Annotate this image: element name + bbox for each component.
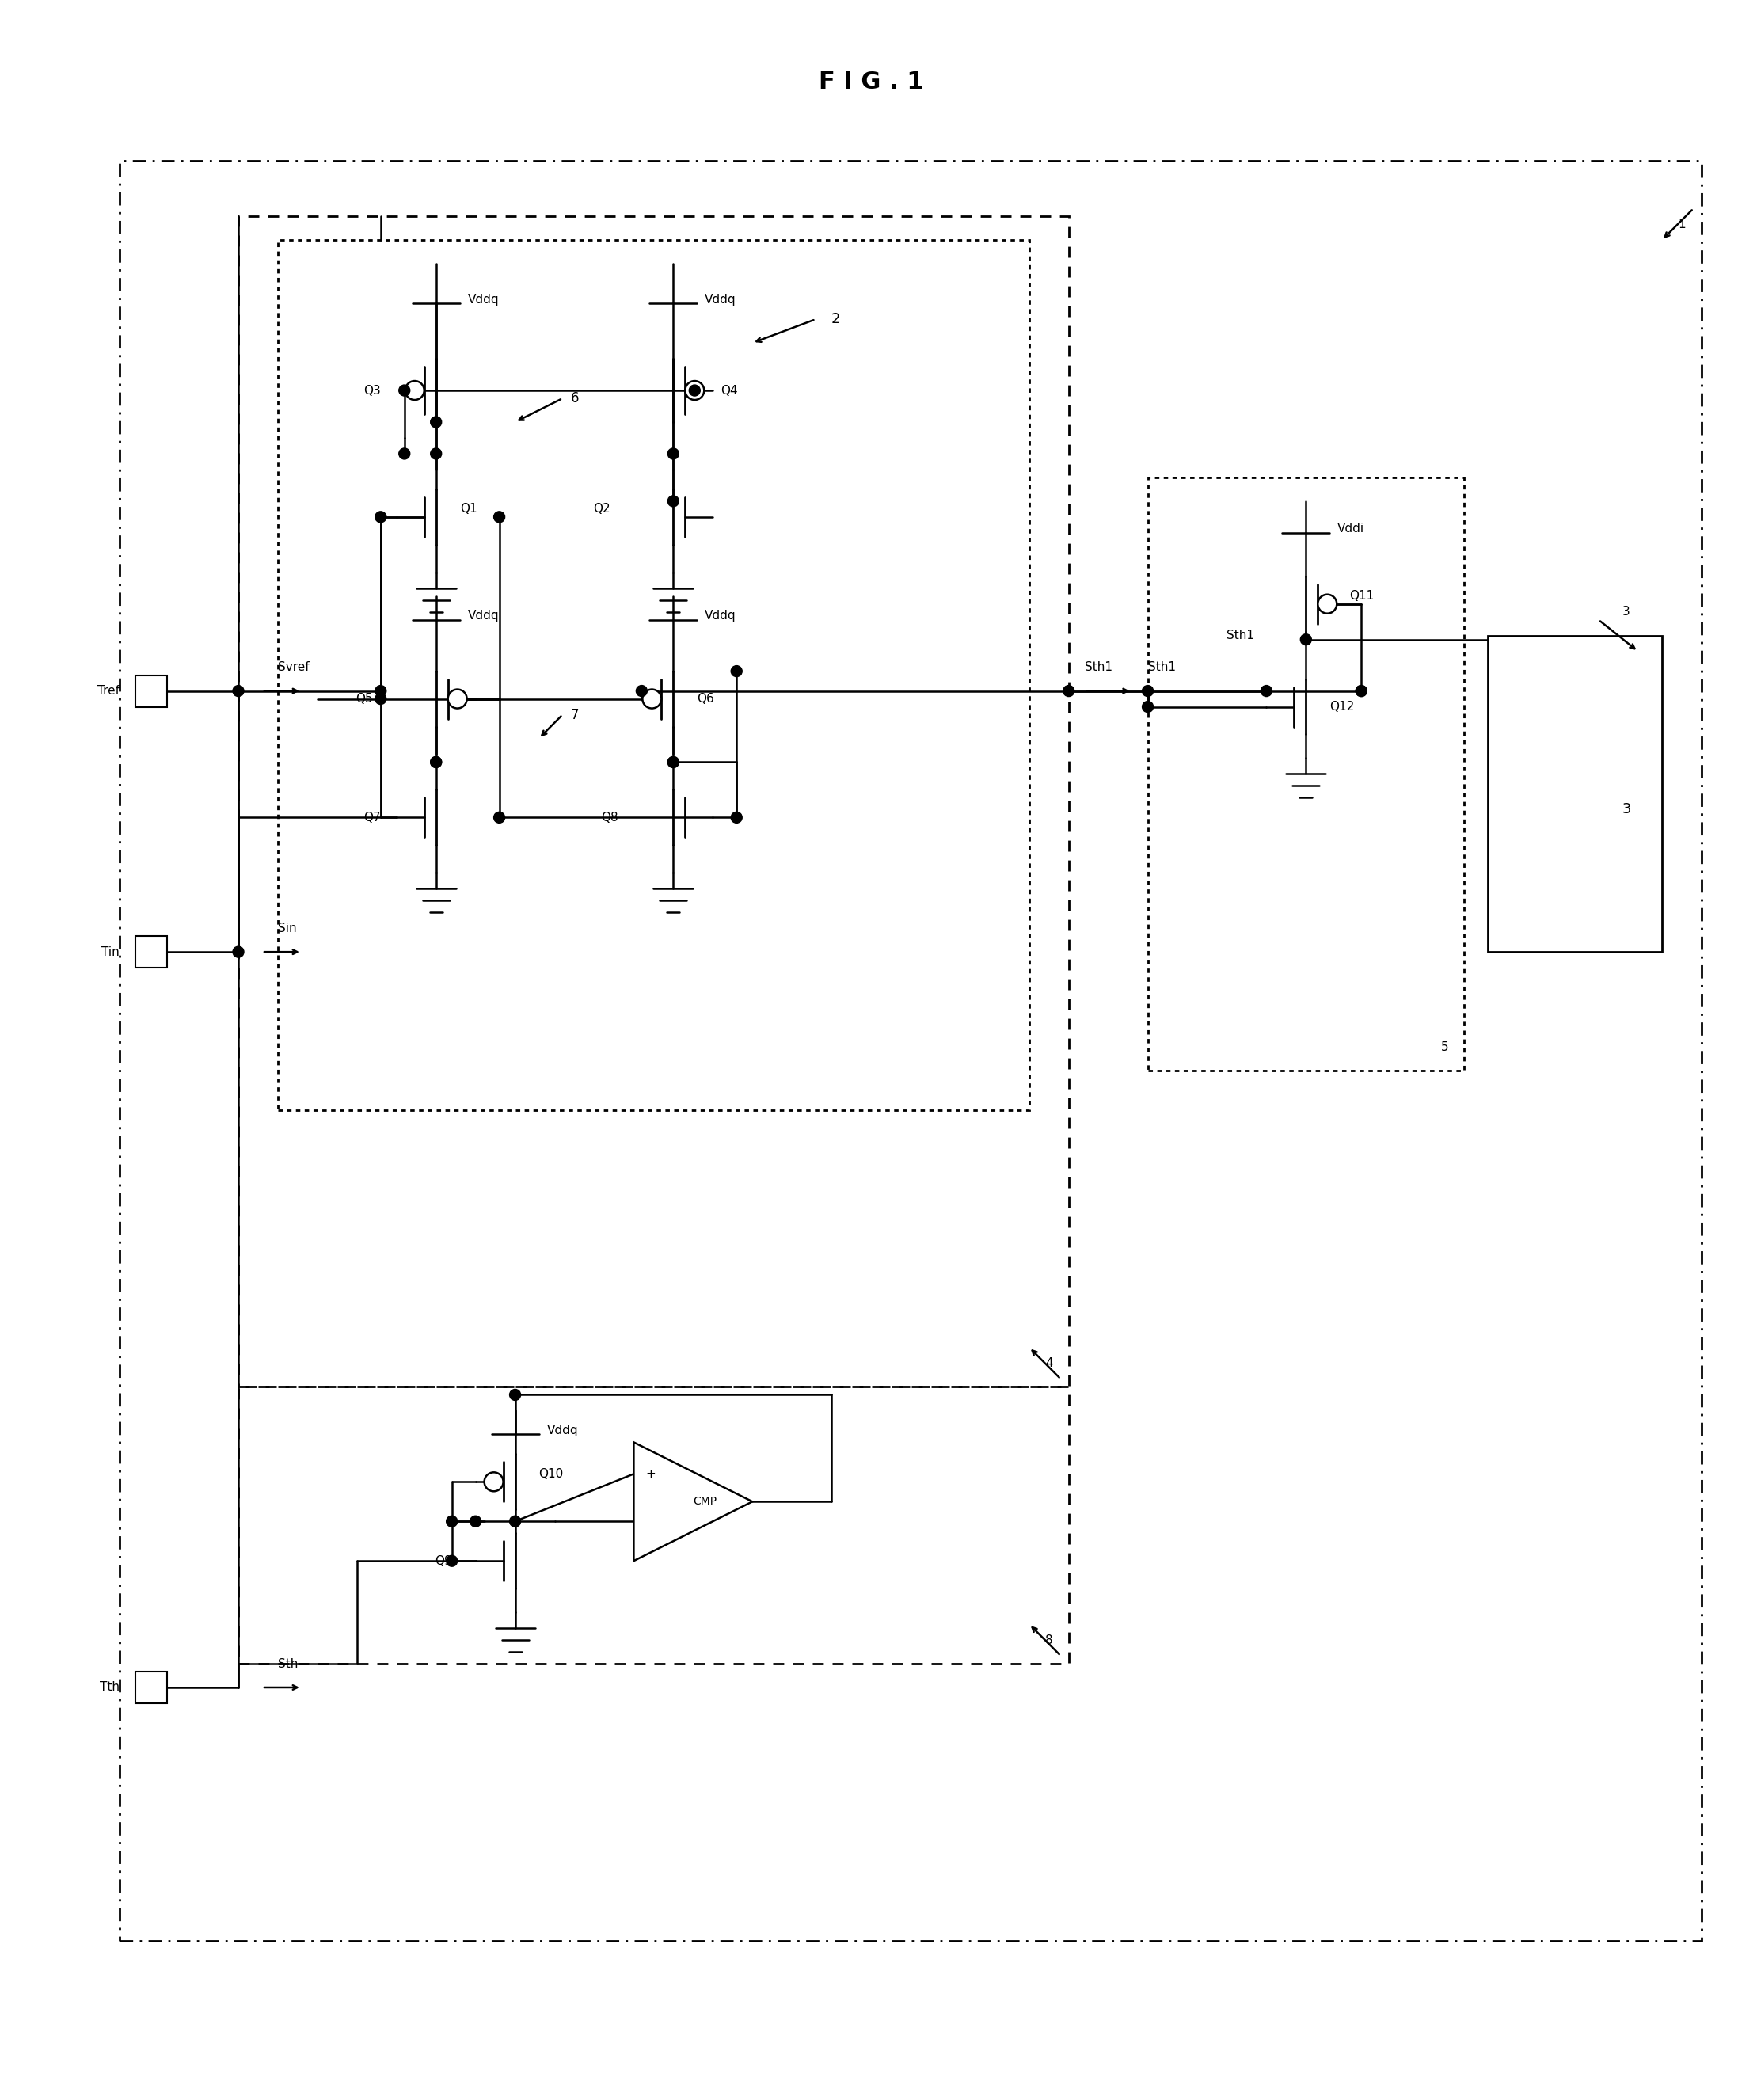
Circle shape xyxy=(376,512,387,523)
Text: Sth1: Sth1 xyxy=(1226,630,1254,640)
Circle shape xyxy=(430,416,441,428)
Circle shape xyxy=(234,947,244,958)
Circle shape xyxy=(1356,685,1367,697)
Circle shape xyxy=(406,380,423,399)
Circle shape xyxy=(636,685,647,697)
Circle shape xyxy=(1356,685,1367,697)
Circle shape xyxy=(643,689,661,708)
Text: Q9: Q9 xyxy=(434,1554,452,1567)
Circle shape xyxy=(494,813,504,823)
Text: Vddq: Vddq xyxy=(705,609,736,622)
Text: Vddq: Vddq xyxy=(467,294,499,304)
Circle shape xyxy=(1262,685,1272,697)
Circle shape xyxy=(430,756,441,769)
Text: Tref: Tref xyxy=(98,685,119,697)
Text: 6: 6 xyxy=(571,391,578,405)
Text: 7: 7 xyxy=(571,708,578,722)
Circle shape xyxy=(510,1390,520,1401)
Circle shape xyxy=(234,685,244,697)
Text: 5: 5 xyxy=(1441,1042,1448,1052)
Circle shape xyxy=(1300,634,1311,645)
Circle shape xyxy=(1142,685,1153,697)
Text: Svref: Svref xyxy=(278,662,309,674)
Circle shape xyxy=(448,689,467,708)
Text: Q6: Q6 xyxy=(698,693,715,706)
Text: Tth: Tth xyxy=(100,1682,119,1693)
Circle shape xyxy=(1318,594,1337,613)
Text: Tin: Tin xyxy=(102,945,119,958)
Text: Q3: Q3 xyxy=(364,384,381,397)
Circle shape xyxy=(689,384,701,397)
Circle shape xyxy=(446,1556,457,1567)
Text: 1: 1 xyxy=(1678,218,1685,231)
Text: F I G . 1: F I G . 1 xyxy=(819,71,924,94)
Bar xyxy=(135,1672,167,1703)
Text: CMP: CMP xyxy=(692,1495,717,1508)
Circle shape xyxy=(399,384,409,397)
Circle shape xyxy=(668,756,678,769)
Text: Q2: Q2 xyxy=(592,504,610,514)
Circle shape xyxy=(430,756,441,769)
Circle shape xyxy=(685,380,705,399)
Circle shape xyxy=(376,693,387,704)
Text: Sth1: Sth1 xyxy=(1147,662,1175,674)
Circle shape xyxy=(471,1516,481,1527)
Text: 8: 8 xyxy=(1045,1634,1052,1646)
Circle shape xyxy=(485,1472,503,1491)
Circle shape xyxy=(510,1516,520,1527)
Text: +: + xyxy=(645,1468,655,1480)
Text: Q1: Q1 xyxy=(460,504,476,514)
Text: 3: 3 xyxy=(1622,607,1630,617)
Text: Q7: Q7 xyxy=(364,811,381,823)
Circle shape xyxy=(668,496,678,506)
Text: Sth: Sth xyxy=(278,1657,299,1669)
Text: Q4: Q4 xyxy=(720,384,738,397)
Text: Q10: Q10 xyxy=(539,1468,564,1480)
Circle shape xyxy=(494,512,504,523)
Circle shape xyxy=(399,447,409,460)
Text: Q12: Q12 xyxy=(1330,701,1355,712)
Text: 4: 4 xyxy=(1045,1357,1052,1369)
Text: Vddq: Vddq xyxy=(546,1424,578,1436)
Circle shape xyxy=(668,447,678,460)
Text: Vddi: Vddi xyxy=(1337,523,1365,536)
Circle shape xyxy=(1142,701,1153,712)
Bar xyxy=(135,937,167,968)
Circle shape xyxy=(668,756,678,769)
Text: Q8: Q8 xyxy=(601,811,618,823)
Text: 3: 3 xyxy=(1622,802,1630,817)
Text: Q5: Q5 xyxy=(355,693,372,706)
Bar xyxy=(1488,636,1662,951)
Text: Vddq: Vddq xyxy=(467,609,499,622)
Circle shape xyxy=(1063,685,1074,697)
Circle shape xyxy=(731,666,741,676)
Circle shape xyxy=(376,685,387,697)
Text: Sth1: Sth1 xyxy=(1084,662,1112,674)
Text: Vddq: Vddq xyxy=(705,294,736,304)
Circle shape xyxy=(430,447,441,460)
Polygon shape xyxy=(634,1443,752,1560)
Text: 2: 2 xyxy=(831,313,840,326)
Circle shape xyxy=(446,1516,457,1527)
Bar xyxy=(135,674,167,708)
Text: Q11: Q11 xyxy=(1349,590,1374,603)
Text: Sin: Sin xyxy=(278,922,297,934)
Circle shape xyxy=(731,813,741,823)
